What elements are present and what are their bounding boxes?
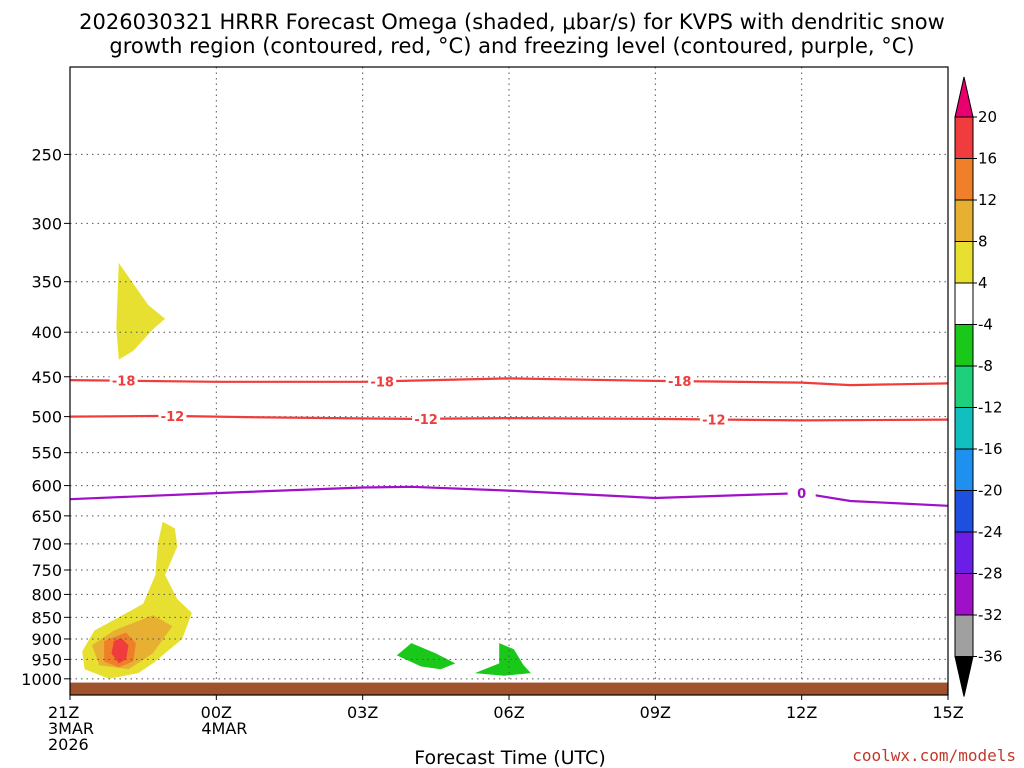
colorbar-segment — [954, 241, 974, 284]
shaded-region-4 — [111, 638, 129, 664]
x-tick-label: 4MAR — [201, 719, 247, 738]
chart-title-line-2: growth region (contoured, red, °C) and f… — [109, 34, 914, 58]
contour-label-bg — [368, 373, 397, 390]
y-tick-label: 950 — [31, 650, 62, 669]
colorbar-label: 16 — [978, 150, 997, 168]
x-tick-label: 12Z — [786, 703, 817, 722]
colorbar-label: 20 — [978, 108, 997, 126]
ground-fill — [70, 682, 948, 695]
colorbar-segment — [954, 324, 974, 367]
freezing-contour-0 — [69, 485, 949, 507]
colorbar-label: -24 — [978, 523, 1003, 541]
chart-title-line-1: 2026030321 HRRR Forecast Omega (shaded, … — [79, 10, 945, 34]
x-axis-label: Forecast Time (UTC) — [414, 747, 605, 768]
colorbar-segment — [954, 448, 974, 491]
y-tick-label: 300 — [31, 214, 62, 233]
x-tick-label: 06Z — [493, 703, 524, 722]
contour-label-bg — [665, 373, 694, 390]
colorbar-label: -8 — [978, 357, 993, 375]
dendritic-contour-label: -12 — [414, 413, 438, 428]
y-tick-label: 800 — [31, 585, 62, 604]
contour-lines: -18 -18 -18 -12 -12 -12 0 — [69, 372, 949, 507]
colorbar-label: 4 — [978, 274, 988, 292]
colorbar-segment — [954, 365, 974, 408]
y-tick-label: 650 — [31, 507, 62, 526]
colorbar-segment — [954, 158, 974, 201]
y-tick-label: 350 — [31, 273, 62, 292]
colorbar-label: -28 — [978, 565, 1003, 583]
omega-shading — [82, 262, 531, 679]
ground-band — [70, 682, 948, 695]
dendritic-contour-label: -12 — [161, 410, 185, 425]
colorbar-segment — [954, 282, 974, 325]
y-tick-label: 250 — [31, 145, 62, 164]
y-tick-label: 600 — [31, 477, 62, 496]
dendritic-contour-label: -18 — [668, 375, 692, 390]
shaded-region-6 — [474, 643, 531, 676]
x-tick-label: 03Z — [347, 703, 378, 722]
contour-label-bg — [109, 372, 138, 389]
y-tick-label: 750 — [31, 561, 62, 580]
y-tick-label: 900 — [31, 630, 62, 649]
colorbar-top-arrow — [954, 76, 974, 118]
y-axis-ticks: 250 300 350 400 450 500 550 600 650 700 750 800 850 9… — [21, 145, 70, 689]
plot-area: -18 -18 -18 -12 -12 -12 0 — [69, 66, 949, 696]
dendritic-contour-label: -18 — [112, 375, 136, 390]
colorbar-segment — [954, 199, 974, 242]
colorbar-segment — [954, 573, 974, 616]
x-tick-label: 09Z — [640, 703, 671, 722]
colorbar: 20 16 12 8 4 -4 -8 -12 -16 -20 -24 -28 -32 -36 — [954, 76, 1003, 697]
x-tick-label: 3MAR — [48, 719, 94, 738]
shaded-region-0 — [116, 262, 166, 360]
shaded-region-5 — [396, 643, 456, 670]
dendritic-contour--18 — [69, 377, 949, 387]
contour-label-bg — [699, 411, 728, 428]
colorbar-label: 8 — [978, 233, 988, 251]
y-tick-label: 550 — [31, 444, 62, 463]
colorbar-segment — [954, 531, 974, 574]
colorbar-bottom-arrow — [954, 656, 974, 697]
dendritic-contour-label: -12 — [702, 413, 726, 428]
x-tick-label: 00Z — [201, 703, 232, 722]
contour-label-bg — [412, 410, 441, 427]
dendritic-contour-label: -18 — [370, 375, 394, 390]
colorbar-label: -32 — [978, 606, 1003, 624]
colorbar-segment — [954, 407, 974, 450]
colorbar-label: -20 — [978, 482, 1003, 500]
y-tick-label: 700 — [31, 535, 62, 554]
y-tick-label: 450 — [31, 368, 62, 387]
y-tick-label: 400 — [31, 323, 62, 342]
colorbar-segment — [954, 614, 974, 657]
colorbar-label: -36 — [978, 648, 1003, 666]
colorbar-label: -4 — [978, 316, 993, 334]
colorbar-label: 12 — [978, 191, 997, 209]
freezing-contour-label: 0 — [797, 487, 806, 502]
y-tick-label: 500 — [31, 408, 62, 427]
y-tick-label: 1000 — [21, 670, 62, 689]
x-tick-label: 21Z — [48, 703, 79, 722]
x-tick-label: 15Z — [932, 703, 963, 722]
credit-text: coolwx.com/models — [852, 746, 1016, 765]
x-tick-label: 2026 — [48, 735, 89, 754]
colorbar-label: -16 — [978, 440, 1003, 458]
y-tick-label: 850 — [31, 608, 62, 627]
colorbar-label: -12 — [978, 399, 1003, 417]
contour-label-bg — [158, 407, 187, 424]
colorbar-segment — [954, 116, 974, 159]
colorbar-segment — [954, 490, 974, 533]
contour-label-bg — [787, 485, 816, 502]
